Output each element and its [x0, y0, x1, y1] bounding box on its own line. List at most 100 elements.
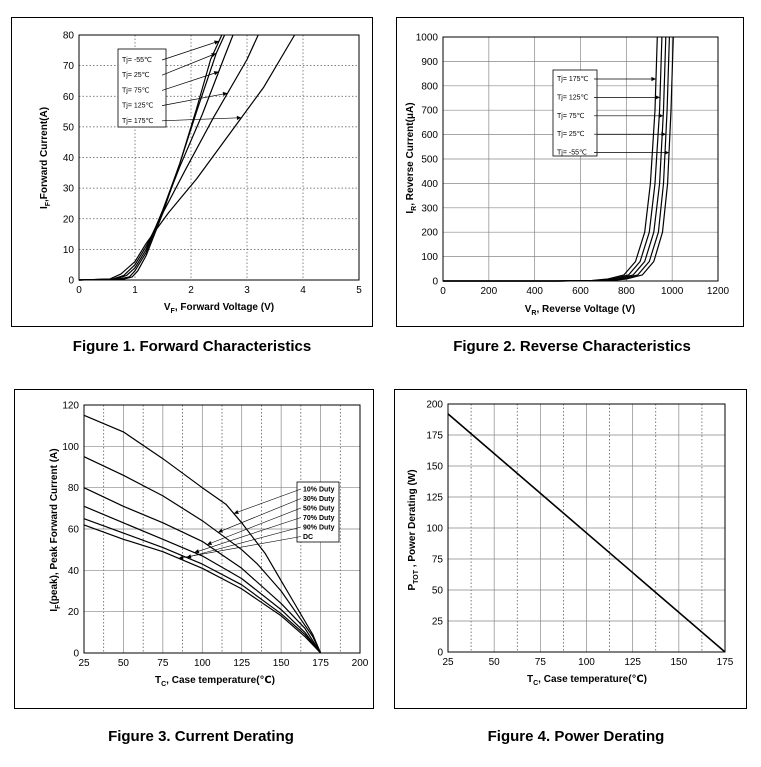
y-tick-label: 10: [63, 245, 75, 256]
x-tick-label: 150: [670, 657, 687, 668]
legend-label-2: 30% Duty: [303, 496, 335, 503]
series-line-2: [83, 456, 322, 654]
y-tick-label: 175: [426, 431, 443, 442]
x-axis-label: TC, Case temperature(℃): [527, 674, 647, 687]
y-tick-label: 25: [432, 617, 444, 628]
legend-arrowhead: [218, 528, 224, 533]
legend-arrowhead: [178, 555, 184, 560]
series-line-4: [78, 34, 259, 281]
x-tick-label: 100: [194, 658, 211, 669]
y-tick-label: 70: [63, 61, 75, 72]
y-tick-label: 100: [421, 252, 438, 263]
legend-arrowhead: [658, 113, 664, 118]
series-line-5: [78, 34, 296, 281]
x-tick-label: 50: [118, 658, 130, 669]
series-line-1: [78, 34, 223, 281]
legend-box: [117, 48, 167, 128]
legend-leader: [178, 536, 302, 559]
y-axis-label: IR, Reverse Current(μA): [405, 102, 418, 213]
x-tick-label: 2: [188, 285, 194, 296]
reverse-characteristics-svg: 0 200 400 600 800 1000 1200 0 100 200 300 400 500 600…: [405, 33, 730, 318]
legend-label-4: 70% Duty: [303, 515, 335, 522]
y-tick-label: 80: [63, 31, 75, 42]
legend-leader: [186, 526, 302, 558]
y-tick-label: 30: [63, 184, 75, 195]
x-axis-label: VR, Reverse Voltage (V): [525, 304, 635, 317]
y-tick-label: 60: [68, 525, 80, 536]
x-tick-label: 25: [78, 658, 90, 669]
legend-leader: [217, 498, 302, 533]
legend-label-3: Tj= 75℃: [122, 87, 150, 94]
x-tick-label: 75: [157, 658, 169, 669]
y-tick-label: 125: [426, 493, 443, 504]
x-tick-label: 4: [300, 285, 306, 296]
y-tick-label: 300: [421, 203, 438, 214]
legend-leader: [161, 71, 219, 91]
series-line-1: [447, 413, 726, 653]
legend-leader: [161, 92, 228, 106]
y-tick-label: 600: [421, 130, 438, 141]
legend-arrowhead: [236, 115, 242, 120]
legend-leader: [206, 507, 302, 545]
legend-arrowhead: [655, 95, 660, 100]
legend-leader: [161, 53, 217, 76]
x-tick-label: 0: [440, 286, 446, 297]
x-tick-label: 3: [244, 285, 250, 296]
series-line-3: [83, 487, 322, 654]
y-tick-label: 800: [421, 81, 438, 92]
y-tick-label: 0: [68, 276, 74, 287]
y-tick-label: 20: [68, 607, 80, 618]
legend-label-1: 10% Duty: [303, 487, 335, 494]
legend-arrowhead: [233, 509, 239, 514]
y-tick-label: 1000: [416, 33, 439, 44]
legend-label-3: 50% Duty: [303, 506, 335, 513]
legend-arrowhead: [194, 549, 200, 554]
y-tick-label: 60: [63, 92, 75, 103]
figure-3-caption: Figure 3. Current Derating: [108, 728, 294, 745]
x-tick-label: 1200: [707, 286, 730, 297]
y-tick-label: 50: [432, 586, 444, 597]
series-line-5: [443, 36, 674, 282]
legend-arrowhead: [211, 53, 217, 58]
legend-label-4: Tj= 25℃: [557, 131, 585, 138]
x-tick-label: 1: [132, 285, 138, 296]
legend-arrowhead: [213, 71, 219, 76]
legend-label-5: Tj= 175℃: [122, 118, 154, 125]
legend-label-2: Tj= 125℃: [557, 94, 589, 101]
power-derating-svg: 25 50 75 100 125 150 1750255075100125150175200…: [407, 400, 734, 688]
y-tick-label: 900: [421, 57, 438, 68]
power-derating-chart: 25 50 75 100 125 150 175 0 25 50 75 100 125 150 175 200…: [394, 389, 747, 709]
legend-arrowhead: [651, 76, 656, 82]
legend-label-3: Tj= 75℃: [557, 113, 585, 120]
legend-label-5: Tj= -55℃: [557, 150, 587, 157]
x-tick-label: 800: [618, 286, 635, 297]
legend-box: [296, 481, 340, 543]
y-tick-label: 120: [62, 401, 79, 412]
y-tick-label: 100: [426, 524, 443, 535]
forward-characteristics-chart: 0 1 2 3 4 5 0 10 20 30 40 50 60 70 80 Tj= -55℃ Tj= 25℃ Tj…: [11, 17, 373, 327]
legend-label-1: Tj= 175℃: [557, 76, 589, 83]
legend-box: [552, 69, 598, 157]
series-line-4: [83, 505, 322, 654]
x-tick-label: 175: [717, 657, 734, 668]
x-tick-label: 50: [489, 657, 501, 668]
legend-label-6: DC: [303, 534, 313, 541]
legend-arrowhead: [207, 540, 213, 545]
legend-leader: [161, 117, 242, 122]
y-tick-label: 20: [63, 214, 75, 225]
legend-arrowhead: [661, 132, 666, 137]
x-tick-label: 25: [442, 657, 454, 668]
x-axis-label: TC, Case temperature(℃): [155, 675, 275, 688]
legend-arrowhead: [664, 150, 670, 155]
x-tick-label: 150: [273, 658, 290, 669]
y-tick-label: 500: [421, 155, 438, 166]
current-derating-chart: 25 50 75 100 125 150 175 200 0 20 40 60 80 100 120 10% …: [14, 389, 374, 709]
plot-frame: [447, 403, 726, 653]
y-tick-label: 200: [421, 228, 438, 239]
legend-arrowhead: [222, 91, 228, 97]
y-tick-label: 50: [63, 122, 75, 133]
y-axis-label: IF,Forward Current(A): [39, 107, 52, 209]
x-axis-label: VF, Forward Voltage (V): [164, 302, 274, 315]
x-tick-label: 125: [624, 657, 641, 668]
